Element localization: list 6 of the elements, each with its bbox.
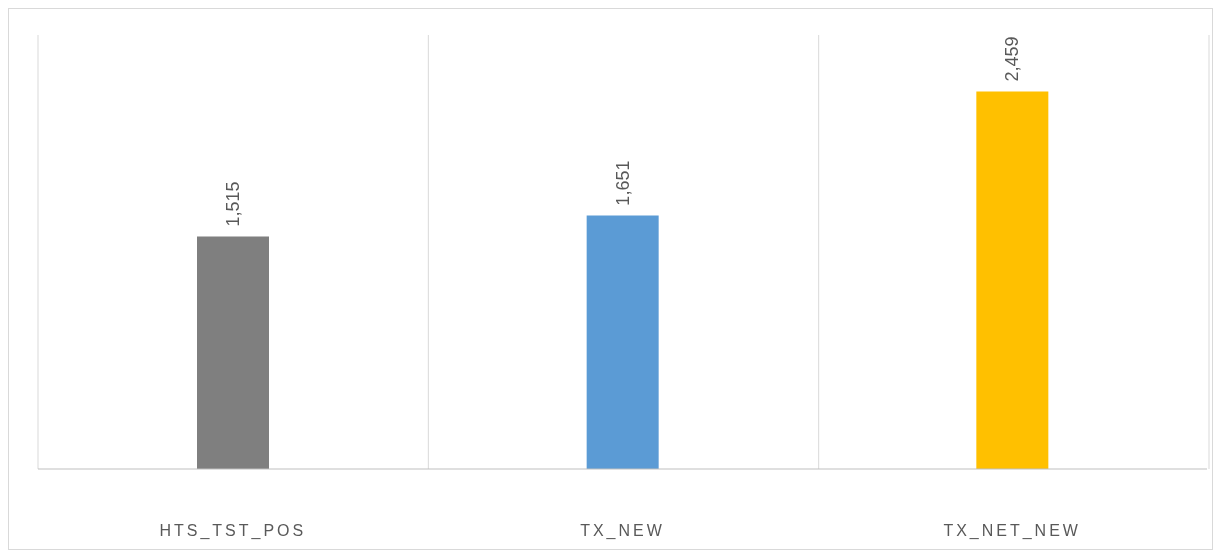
data-label: 1,515 [223, 181, 243, 227]
x-tick-label: HTS_TST_POS [159, 522, 307, 541]
x-tick-label: TX_NEW [580, 522, 665, 541]
data-label: 2,459 [1002, 36, 1023, 82]
data-label: 1,651 [612, 160, 633, 206]
x-tick-label: TX_NET_NEW [943, 522, 1081, 541]
